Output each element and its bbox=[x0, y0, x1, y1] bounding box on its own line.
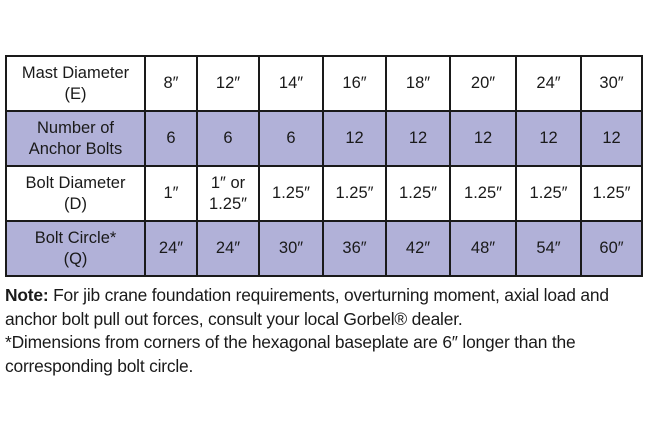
table-cell: 60″ bbox=[580, 220, 643, 277]
table-cell: 18″ bbox=[385, 55, 451, 112]
table-cell: 1.25″ bbox=[580, 165, 643, 222]
table-cell: 1.25″ bbox=[322, 165, 387, 222]
table-cell: 1.25″ bbox=[449, 165, 517, 222]
row-header: Bolt Diameter (D) bbox=[5, 165, 146, 222]
table-cell: 20″ bbox=[449, 55, 517, 112]
table-cell: 42″ bbox=[385, 220, 451, 277]
cell-line: 1.25″ bbox=[399, 184, 437, 202]
table-cell: 1.25″ bbox=[385, 165, 451, 222]
cell-line: Anchor Bolts bbox=[28, 139, 123, 158]
cell-line: 1.25″ bbox=[464, 184, 502, 202]
table-cell: 12 bbox=[385, 110, 451, 167]
cell-line: 24″ bbox=[536, 74, 561, 92]
table-cell: 6 bbox=[144, 110, 198, 167]
table-cell: 12 bbox=[515, 110, 582, 167]
table-row: Bolt Diameter (D) 1″ 1″ or 1.25″ 1.25″ 1.25″ 1.… bbox=[5, 165, 643, 222]
cell-line: Bolt Circle* bbox=[34, 228, 117, 247]
cell-line: 1.25″ bbox=[209, 194, 247, 213]
cell-line: 6 bbox=[166, 129, 176, 147]
cell-line: 16″ bbox=[342, 74, 367, 92]
anchor-bolt-spec-table: Mast Diameter (E) 8″ 12″ 14″ 16″ 18″ 20″ 24″ 30″ N… bbox=[5, 55, 643, 277]
cell-line: 1.25″ bbox=[529, 184, 568, 202]
cell-line: 12 bbox=[539, 129, 558, 147]
cell-line: 6 bbox=[223, 129, 233, 147]
table-row: Bolt Circle* (Q) 24″ 24″ 30″ 36″ 42″ 48″ 54″ 60″ bbox=[5, 220, 643, 277]
cell-line: 54″ bbox=[536, 239, 561, 257]
cell-line: 42″ bbox=[405, 239, 431, 257]
table-cell: 54″ bbox=[515, 220, 582, 277]
note-paragraph: Note: For jib crane foundation requireme… bbox=[5, 284, 650, 331]
cell-line: (E) bbox=[64, 84, 87, 103]
table-cell: 30″ bbox=[258, 220, 324, 277]
cell-line: 12 bbox=[345, 129, 364, 147]
cell-line: 24″ bbox=[215, 239, 241, 257]
table-cell: 24″ bbox=[144, 220, 198, 277]
notes: Note: For jib crane foundation requireme… bbox=[5, 284, 650, 378]
table-cell: 1″ or 1.25″ bbox=[196, 165, 260, 222]
table-cell: 24″ bbox=[196, 220, 260, 277]
table-cell: 36″ bbox=[322, 220, 387, 277]
table-cell: 30″ bbox=[580, 55, 643, 112]
cell-line: 20″ bbox=[470, 74, 496, 92]
row-header: Number of Anchor Bolts bbox=[5, 110, 146, 167]
footnote: *Dimensions from corners of the hexagona… bbox=[5, 332, 576, 376]
cell-line: 1.25″ bbox=[335, 184, 374, 202]
note-text: For jib crane foundation requirements, o… bbox=[5, 285, 609, 329]
cell-line: 12 bbox=[408, 129, 428, 147]
cell-line: 1″ or bbox=[210, 173, 246, 192]
cell-line: 1″ bbox=[163, 184, 179, 202]
cell-line: (Q) bbox=[63, 249, 88, 268]
table-cell: 12 bbox=[322, 110, 387, 167]
table-cell: 24″ bbox=[515, 55, 582, 112]
cell-line: 36″ bbox=[342, 239, 367, 257]
cell-line: 24″ bbox=[158, 239, 184, 257]
cell-line: 12 bbox=[473, 129, 493, 147]
table-cell: 12 bbox=[580, 110, 643, 167]
table-cell: 8″ bbox=[144, 55, 198, 112]
cell-line: Mast Diameter bbox=[21, 63, 130, 82]
table-cell: 12″ bbox=[196, 55, 260, 112]
row-header: Mast Diameter (E) bbox=[5, 55, 146, 112]
cell-line: 1.25″ bbox=[272, 184, 310, 202]
cell-line: 48″ bbox=[470, 239, 496, 257]
cell-line: 30″ bbox=[278, 239, 304, 257]
table-cell: 12 bbox=[449, 110, 517, 167]
cell-line: 30″ bbox=[599, 74, 624, 92]
table-cell: 6 bbox=[258, 110, 324, 167]
note-label: Note: bbox=[5, 285, 49, 305]
table-cell: 16″ bbox=[322, 55, 387, 112]
cell-line: 14″ bbox=[278, 74, 304, 92]
cell-line: Number of bbox=[36, 118, 115, 137]
table-cell: 48″ bbox=[449, 220, 517, 277]
cell-line: 1.25″ bbox=[592, 184, 631, 202]
cell-line: 18″ bbox=[405, 74, 431, 92]
table-row: Mast Diameter (E) 8″ 12″ 14″ 16″ 18″ 20″ 24″ 30″ bbox=[5, 55, 643, 112]
cell-line: (D) bbox=[64, 194, 87, 213]
table-cell: 1.25″ bbox=[515, 165, 582, 222]
cell-line: 8″ bbox=[163, 74, 179, 92]
cell-line: 12″ bbox=[215, 74, 241, 92]
table-cell: 1″ bbox=[144, 165, 198, 222]
row-header: Bolt Circle* (Q) bbox=[5, 220, 146, 277]
cell-line: 60″ bbox=[599, 239, 624, 257]
table-row: Number of Anchor Bolts 6 6 6 12 12 12 12 12 bbox=[5, 110, 643, 167]
cell-line: Bolt Diameter bbox=[25, 173, 126, 192]
table-cell: 14″ bbox=[258, 55, 324, 112]
cell-line: 6 bbox=[286, 129, 296, 147]
table-cell: 6 bbox=[196, 110, 260, 167]
table-cell: 1.25″ bbox=[258, 165, 324, 222]
cell-line: 12 bbox=[602, 129, 621, 147]
